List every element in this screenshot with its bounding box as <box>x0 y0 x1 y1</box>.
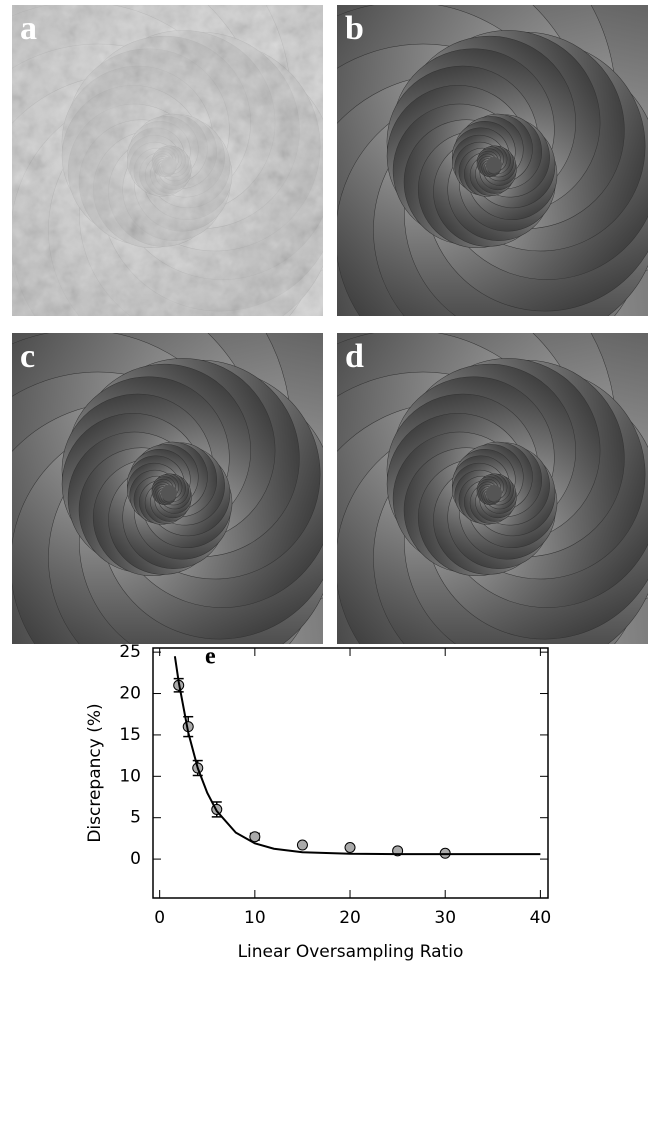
image-panel: d <box>337 333 648 644</box>
y-tick-label: 20 <box>119 684 141 704</box>
image-panel: c <box>12 333 323 644</box>
chart: 0 10 20 30 40 0 5 10 15 20 25 Linear Oversampling R… <box>85 642 551 962</box>
data-point <box>296 839 308 851</box>
panel-label: b <box>345 10 364 47</box>
image-panel: a <box>12 5 323 316</box>
panel-label: e <box>205 644 216 670</box>
fit-line <box>173 656 541 856</box>
x-tick-label: 0 <box>154 908 165 928</box>
image-panel: b <box>337 5 648 316</box>
y-axis-label: Discrepancy (%) <box>85 703 105 842</box>
x-tick-label: 20 <box>339 908 361 928</box>
x-axis-label: Linear Oversampling Ratio <box>238 942 464 962</box>
y-tick-label: 10 <box>119 766 141 786</box>
y-tick-label: 5 <box>130 808 141 828</box>
y-tick-label: 15 <box>119 725 141 745</box>
y-tick-label: 0 <box>130 849 141 869</box>
panel-label: a <box>20 10 37 47</box>
x-tick-label: 30 <box>434 908 456 928</box>
x-tick-label: 10 <box>244 908 266 928</box>
x-tick-label: 40 <box>530 908 552 928</box>
plot-frame <box>152 647 549 899</box>
y-tick-label: 25 <box>119 642 141 662</box>
data-point <box>344 842 356 854</box>
data-point <box>249 831 261 843</box>
image-noise <box>12 5 323 316</box>
panel-label: c <box>20 338 35 375</box>
image-panels: a b c d <box>12 5 648 644</box>
panel-label: d <box>345 338 364 375</box>
